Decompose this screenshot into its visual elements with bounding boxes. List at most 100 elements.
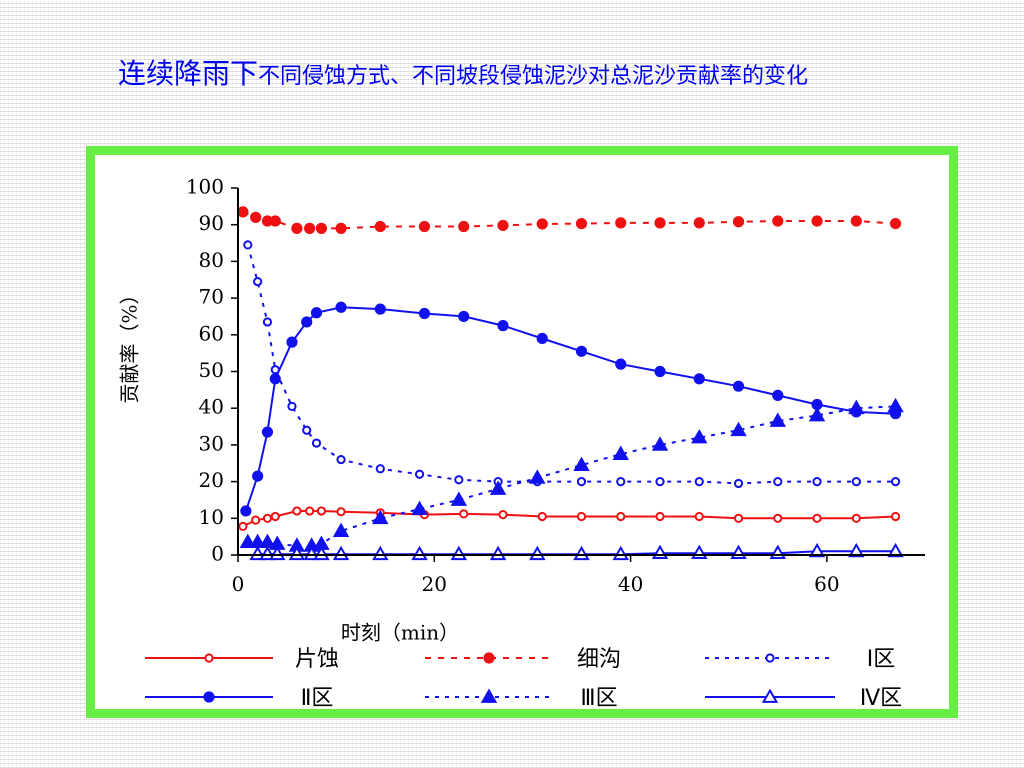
data-point bbox=[458, 220, 470, 233]
data-point bbox=[850, 215, 862, 227]
slide-title-rest: 不同侵蚀方式、不同坡段侵蚀泥沙对总泥沙贡献率的变化 bbox=[258, 64, 809, 89]
data-point bbox=[694, 511, 704, 522]
data-point bbox=[497, 219, 509, 232]
series-group bbox=[237, 206, 902, 234]
data-point bbox=[812, 477, 822, 487]
chart-frame: 0 10 20 30 40 50 60 70 80 90 100 0 20 40 60 片蚀 细沟 Ⅰ区 Ⅱ区 Ⅲ区… bbox=[86, 146, 958, 718]
data-point bbox=[316, 506, 327, 516]
data-point bbox=[251, 515, 261, 525]
legend-label: 片蚀 bbox=[295, 647, 339, 672]
data-point bbox=[612, 445, 629, 460]
data-point bbox=[450, 545, 468, 561]
data-point bbox=[411, 500, 428, 515]
y-tick-label: 100 bbox=[186, 175, 224, 199]
data-point bbox=[286, 336, 298, 348]
series-group bbox=[239, 397, 904, 552]
series-group bbox=[243, 240, 901, 489]
data-point bbox=[310, 307, 323, 319]
data-point bbox=[305, 506, 315, 516]
data-point bbox=[269, 545, 286, 561]
x-axis-label: 时刻（min） bbox=[341, 621, 459, 645]
legend-item: 片蚀 bbox=[145, 647, 339, 672]
data-point bbox=[291, 222, 303, 234]
data-point bbox=[808, 542, 826, 558]
data-point bbox=[890, 511, 901, 522]
data-point bbox=[301, 316, 313, 328]
data-point bbox=[848, 542, 865, 558]
series-line bbox=[257, 550, 896, 556]
slide-title: 连续降雨下不同侵蚀方式、不同坡段侵蚀泥沙对总泥沙贡献率的变化 bbox=[118, 52, 938, 97]
x-tick-label: 0 bbox=[232, 572, 245, 596]
data-point bbox=[851, 477, 861, 487]
data-point bbox=[575, 345, 588, 357]
data-point bbox=[733, 478, 744, 489]
data-point bbox=[259, 545, 276, 561]
data-point bbox=[612, 545, 629, 561]
legend-item: 细沟 bbox=[425, 647, 621, 672]
y-tick-label: 0 bbox=[211, 542, 224, 566]
data-point bbox=[336, 507, 346, 517]
data-point bbox=[303, 545, 320, 561]
data-point bbox=[693, 217, 705, 229]
data-point bbox=[239, 533, 257, 549]
data-point bbox=[851, 513, 861, 523]
data-point bbox=[537, 511, 547, 522]
y-tick-label: 90 bbox=[199, 211, 224, 235]
data-point bbox=[694, 477, 704, 487]
data-point bbox=[615, 217, 627, 229]
data-point bbox=[890, 477, 901, 487]
legend-label: Ⅰ区 bbox=[867, 647, 896, 672]
data-point bbox=[418, 307, 431, 320]
data-point bbox=[772, 215, 784, 227]
data-point bbox=[655, 477, 665, 487]
y-tick-label: 20 bbox=[199, 468, 224, 492]
data-point bbox=[262, 317, 273, 327]
x-tick-label: 60 bbox=[814, 572, 839, 596]
data-point bbox=[529, 469, 546, 484]
series-line bbox=[242, 510, 896, 528]
data-point bbox=[252, 470, 264, 482]
data-point bbox=[269, 373, 281, 385]
series-line bbox=[247, 405, 896, 547]
data-point bbox=[489, 480, 507, 495]
data-point bbox=[811, 215, 823, 227]
data-point bbox=[450, 491, 468, 506]
series-line bbox=[246, 244, 896, 485]
data-point bbox=[336, 454, 346, 465]
data-point bbox=[732, 216, 745, 228]
legend-item: Ⅰ区 bbox=[705, 647, 895, 672]
y-axis-label: 贡献率（%） bbox=[118, 284, 142, 403]
data-point bbox=[654, 365, 666, 378]
data-point bbox=[411, 545, 428, 561]
data-point bbox=[292, 506, 302, 516]
data-point bbox=[311, 438, 322, 448]
data-point bbox=[374, 303, 386, 315]
data-point bbox=[773, 513, 783, 523]
data-point bbox=[654, 217, 666, 229]
x-tick-label: 40 bbox=[618, 572, 643, 596]
data-point bbox=[302, 425, 312, 435]
data-point bbox=[576, 477, 587, 487]
data-point bbox=[414, 469, 425, 479]
legend-marker bbox=[761, 688, 779, 703]
y-tick-label: 40 bbox=[199, 395, 224, 419]
y-tick-label: 60 bbox=[199, 321, 224, 345]
y-tick-label: 70 bbox=[199, 285, 224, 309]
data-point bbox=[887, 542, 904, 558]
data-point bbox=[887, 397, 904, 413]
data-point bbox=[458, 310, 470, 323]
data-point bbox=[732, 380, 745, 392]
data-point bbox=[249, 545, 266, 561]
legend-marker bbox=[483, 652, 495, 664]
data-point bbox=[335, 301, 347, 313]
data-point bbox=[615, 358, 627, 370]
chart-legend: 片蚀 细沟 Ⅰ区 Ⅱ区 Ⅲ区 Ⅳ区 bbox=[145, 647, 902, 709]
data-point bbox=[269, 215, 281, 227]
data-point bbox=[808, 407, 826, 422]
data-point bbox=[536, 332, 548, 345]
axes-layer: 0 10 20 30 40 50 60 70 80 90 100 0 20 40 60 bbox=[186, 175, 925, 596]
data-point bbox=[240, 505, 252, 517]
series-group bbox=[249, 542, 904, 561]
legend-marker bbox=[765, 653, 775, 663]
y-tick-label: 50 bbox=[199, 358, 224, 382]
